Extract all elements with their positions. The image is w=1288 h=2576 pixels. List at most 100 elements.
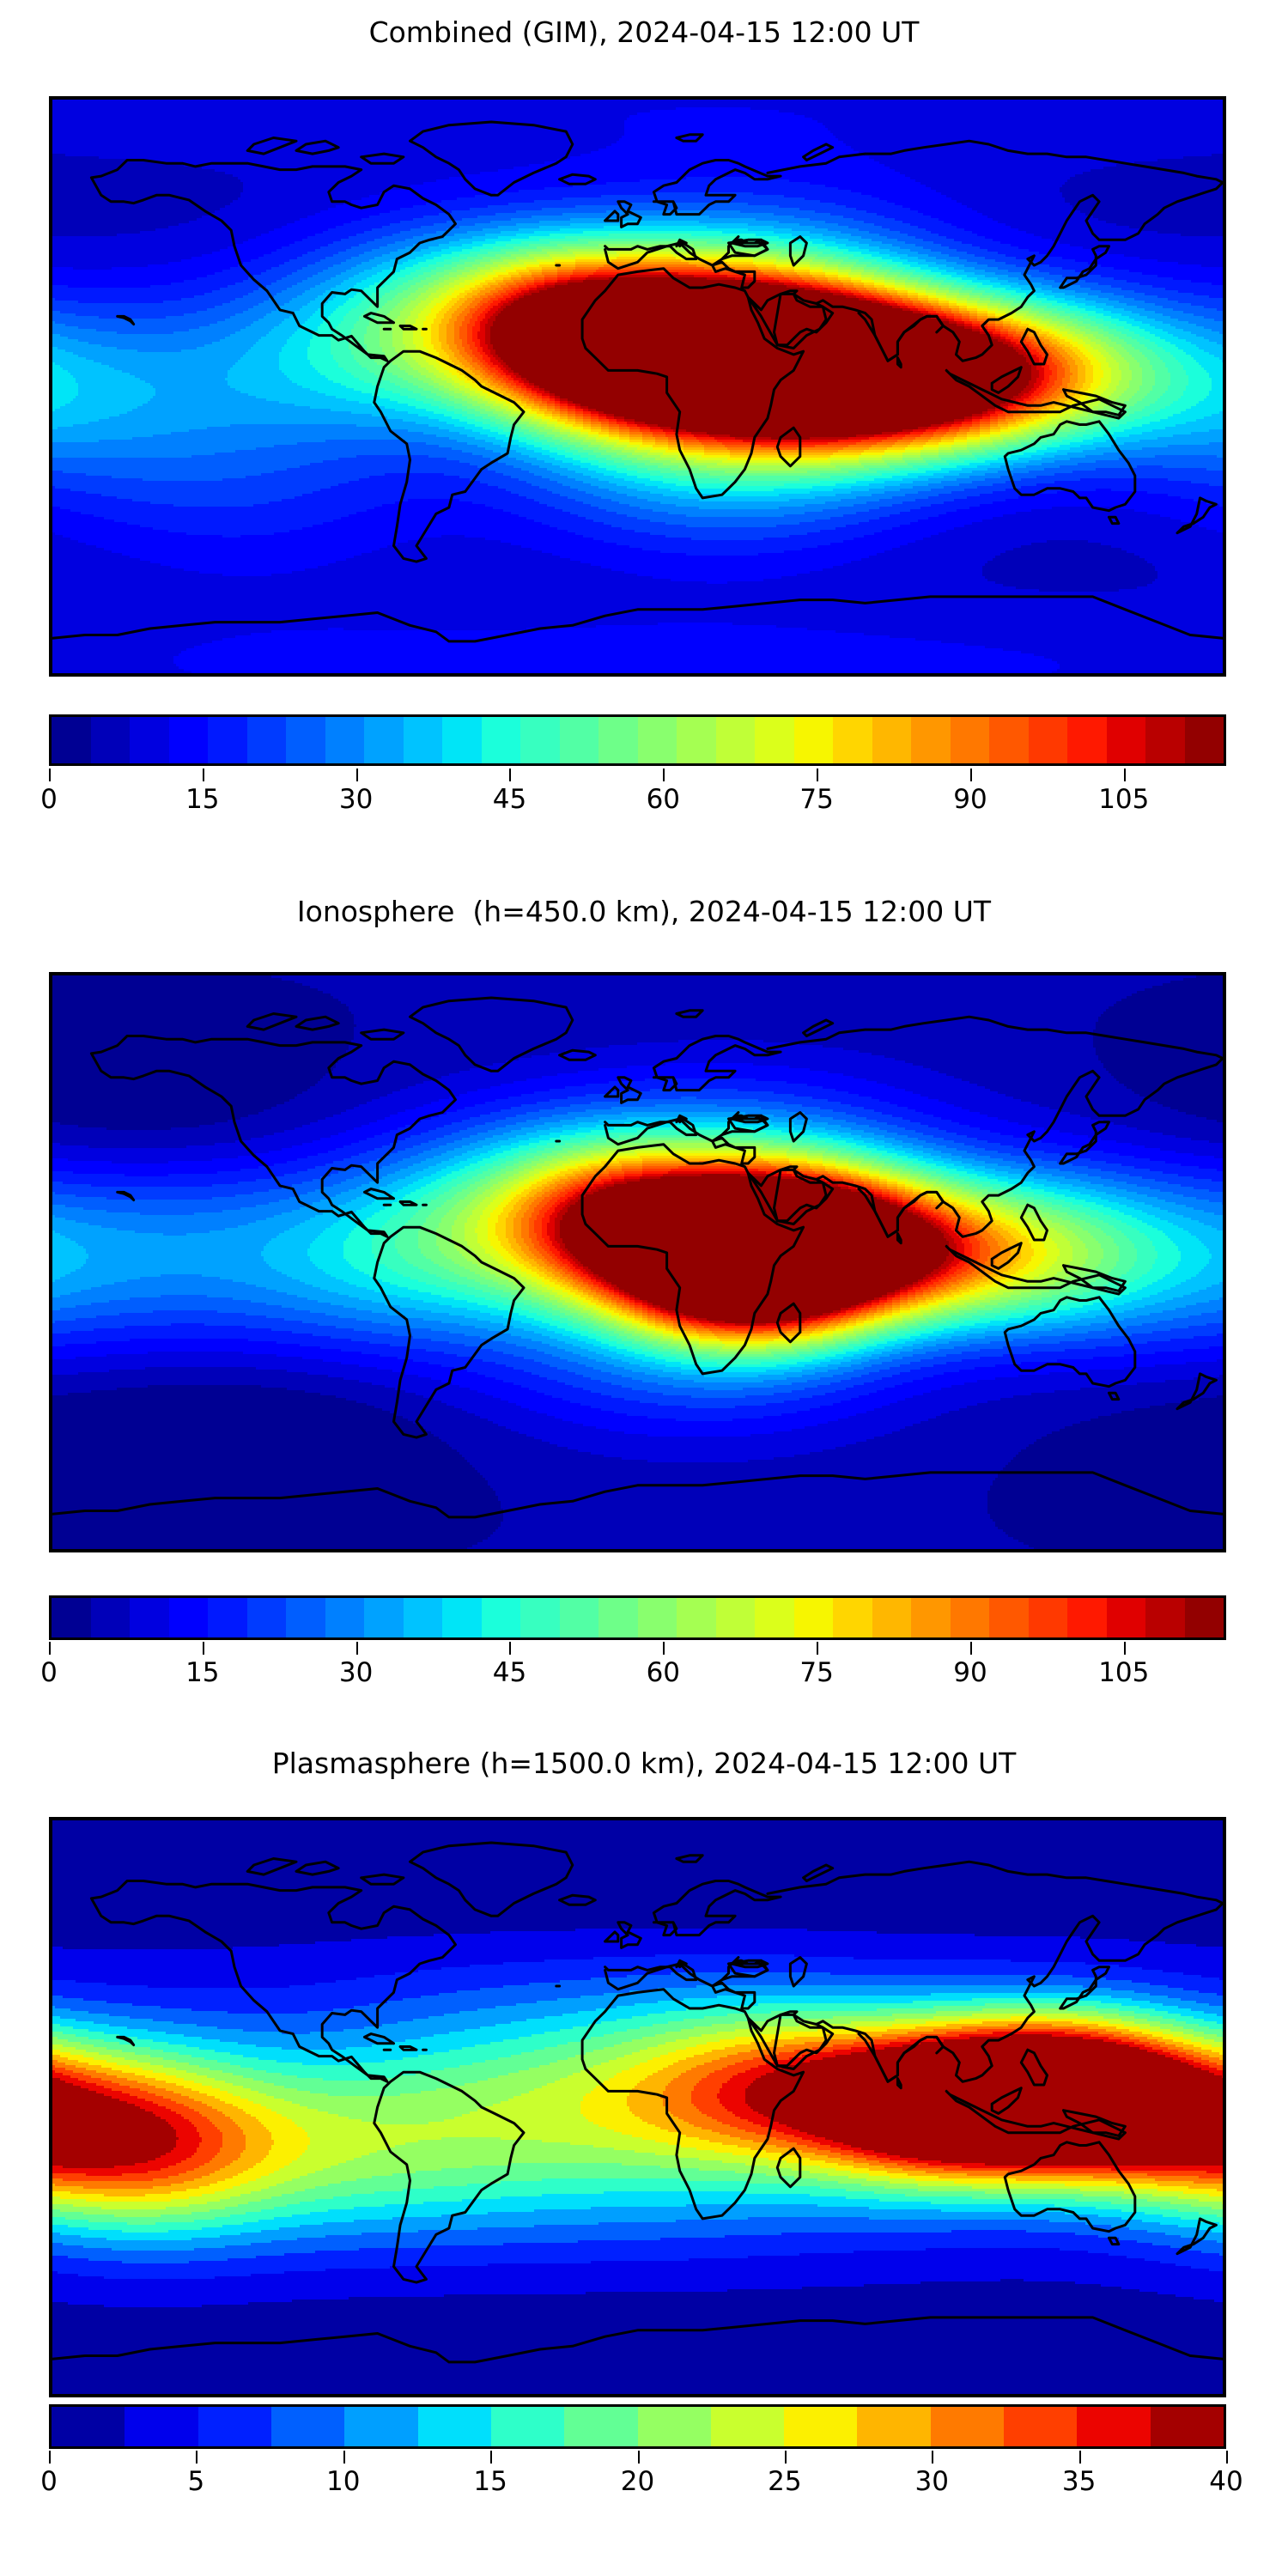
colorbar-tick [49,2451,51,2464]
coastline-path [604,1930,620,1943]
coastline-path [52,2316,1223,2364]
colorbar-band [857,2407,931,2446]
colorbar-band [1028,717,1067,763]
coastline-path [857,1188,945,1238]
coastline-path [617,1921,642,1949]
colorbar-band [168,1598,208,1637]
coastline-path [617,200,642,228]
coastline-path [246,1857,298,1876]
colorbar-band [715,717,755,763]
colorbar-band [930,2407,1005,2446]
coastline-path [1108,2236,1121,2246]
map-contour-surface [52,100,1223,673]
colorbar-tick [663,769,665,781]
coastline-path [617,1076,642,1104]
coastline-path [1108,1391,1121,1401]
coastline-path [896,356,902,369]
coastline-path [766,139,1223,184]
colorbar-tick-label: 105 [1098,1657,1150,1688]
coastlines [52,996,1223,1519]
colorbar-band [325,1598,364,1637]
colorbar-band [911,1598,951,1637]
coastline-path [775,426,802,468]
colorbar-tick-label: 45 [492,1657,527,1688]
colorbar-tick-label: 60 [646,1657,681,1688]
coastline-path [775,2147,802,2189]
panel-plasmasphere: Plasmasphere (h=1500.0 km), 2024-04-15 1… [0,1743,1288,2576]
colorbar-tick-label: 15 [185,784,220,815]
coastline-path [360,152,405,165]
colorbar-band [1067,717,1107,763]
coastline-path [1176,1372,1218,1411]
coastline-path [1176,2217,1218,2256]
colorbar-tick [355,1642,358,1655]
colorbar-band [1184,1598,1224,1637]
coastline-path [604,1111,769,1165]
colorbar-band [1028,1598,1067,1637]
colorbar-tick-label: 35 [1061,2466,1097,2497]
colorbar-band [90,1598,130,1637]
colorbar-band [1004,2407,1078,2446]
coastline-path [604,235,769,289]
coastline-path [652,1035,782,1092]
colorbar-band [989,1598,1029,1637]
coastline-path [373,2070,526,2284]
coastline-path [360,1873,405,1886]
colorbar-tick-label: 0 [40,784,58,815]
colorbar-tick-label: 30 [914,2466,949,2497]
colorbar-tick-label: 20 [620,2466,655,2497]
colorbar-tick-label: 45 [492,784,527,815]
coastline-path [1059,245,1110,289]
coastline-path [363,1188,395,1200]
colorbar-tick [1078,2451,1081,2464]
colorbar-band [130,1598,169,1637]
colorbar-band [168,717,208,763]
coastline-path [398,325,418,331]
colorbar-tick [509,769,512,781]
colorbar-band [364,1598,404,1637]
colorbar-band [755,717,794,763]
colorbar-band [559,717,598,763]
colorbar-band [637,717,677,763]
coastline-path [775,1302,802,1344]
colorbar-band [950,717,989,763]
coastline-path [116,1190,136,1202]
colorbar-band [246,1598,286,1637]
coastline-path [1059,1121,1110,1165]
colorbar-tick [663,1642,665,1655]
panel-title-plasmasphere: Plasmasphere (h=1500.0 km), 2024-04-15 1… [271,1747,1017,1780]
colorbar-gradient-1 [49,714,1226,766]
coastline-path [295,1015,340,1031]
panel-ionosphere: Ionosphere (h=450.0 km), 2024-04-15 12:0… [0,884,1288,1743]
colorbar-band [270,2407,345,2446]
colorbar-tick [784,2451,787,2464]
colorbar-tick [969,769,972,781]
colorbar-band [208,1598,247,1637]
colorbar-tick [969,1642,972,1655]
colorbar-tick-label: 30 [338,784,374,815]
panel-title-ionosphere: Ionosphere (h=450.0 km), 2024-04-15 12:0… [296,895,992,928]
colorbar-band [403,717,442,763]
colorbar-band [950,1598,989,1637]
coastline-path [1062,2109,1127,2137]
colorbar-band [1106,1598,1145,1637]
coastline-path [652,1880,782,1937]
coastlines [52,120,1223,643]
colorbar-band [1145,1598,1185,1637]
coastline-path [558,1048,597,1061]
colorbar-tick [932,2451,934,2464]
colorbar-band [715,1598,755,1637]
colorbar-axis-3: 0 5 10 15 20 25 30 35 40 [40,2451,1243,2511]
coastline-path [409,1841,574,1917]
colorbar-band [481,1598,520,1637]
coastline-path [116,314,136,326]
coastline-path [580,1143,805,1376]
coastline-path [766,1015,1223,1060]
colorbar-band [784,2407,858,2446]
colorbar-tick [1226,2451,1228,2464]
colorbar-gradient-2 [49,1595,1226,1640]
coastline-path [360,1028,405,1041]
colorbar-tick-label: 60 [646,784,681,815]
coastline-path [675,1854,704,1863]
colorbar-tick [637,2451,640,2464]
